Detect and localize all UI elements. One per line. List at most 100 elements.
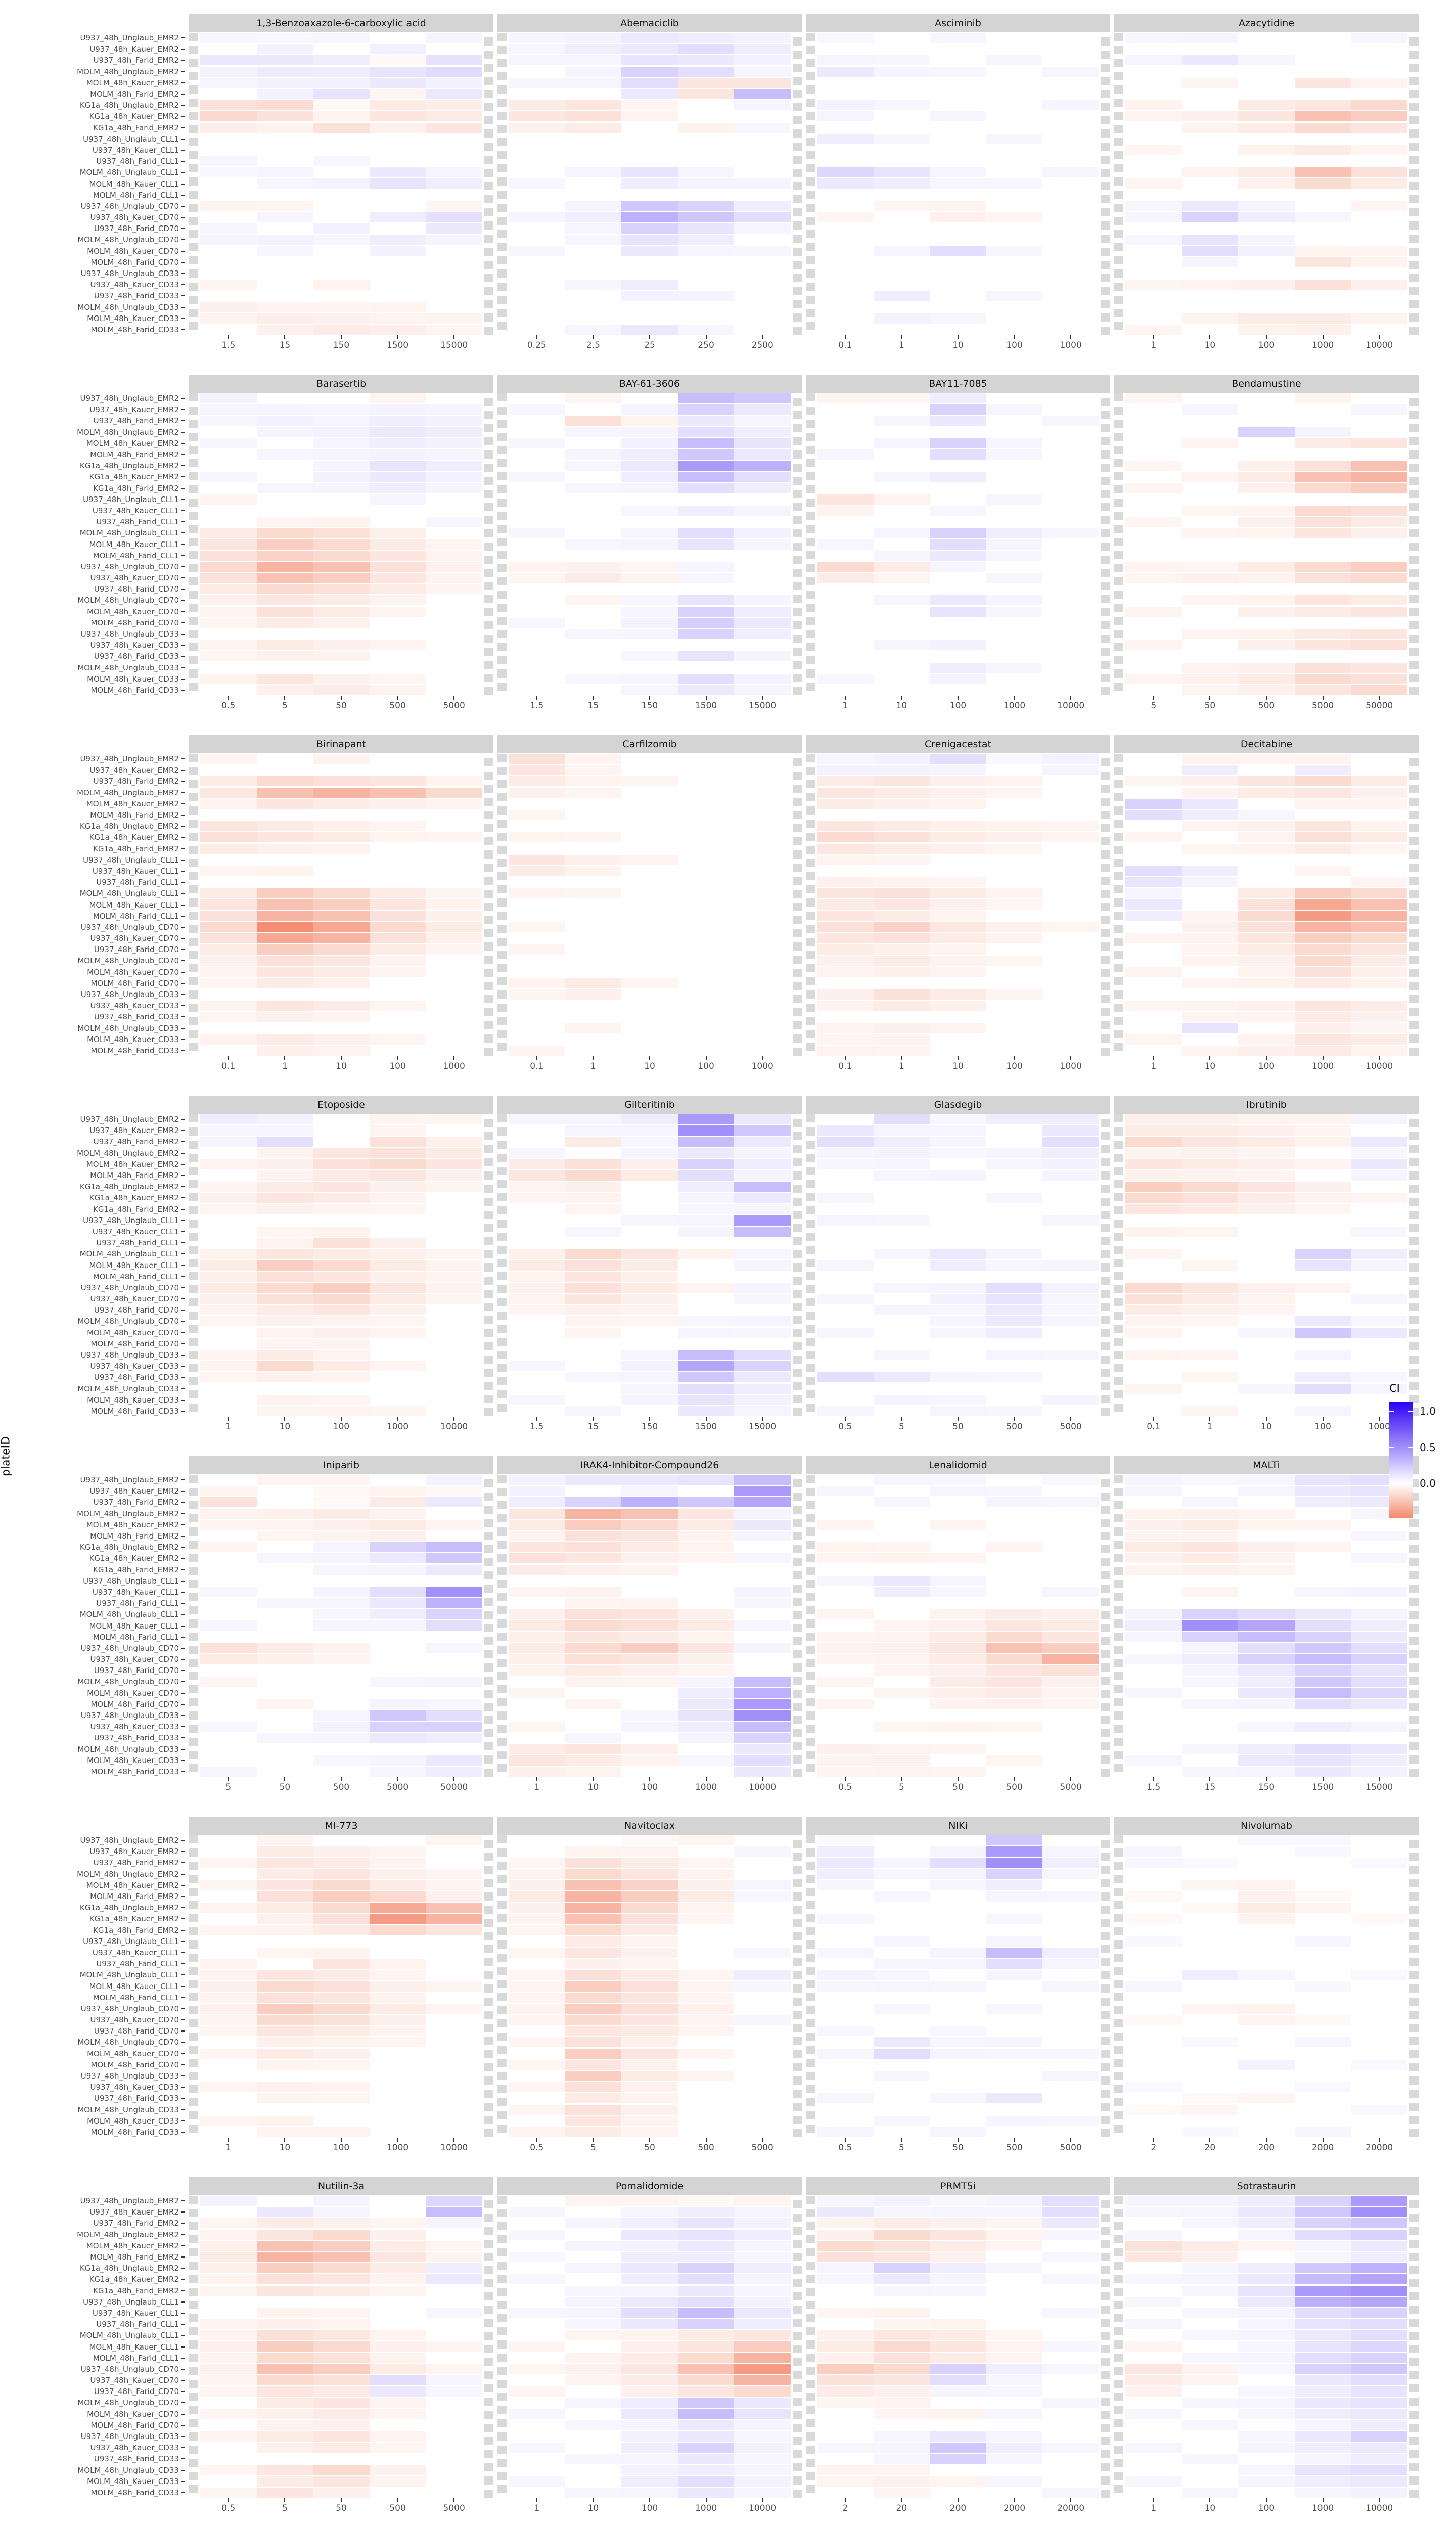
heatmap-cell: [621, 461, 678, 471]
heatmap-cell: [565, 1744, 622, 1754]
heatmap-cell: [677, 1327, 735, 1338]
heatmap-cell: [734, 922, 791, 932]
x-tick-label: 10: [587, 2503, 599, 2513]
x-tick-label: 0.5: [838, 1782, 852, 1792]
heatmap-cell: [509, 1338, 565, 1349]
heatmap-cell: [426, 967, 482, 977]
heatmap-cell: [1294, 461, 1351, 471]
heatmap-cell: [369, 190, 426, 200]
x-tick-label: 50: [1204, 701, 1216, 711]
x-tick-mark: [1014, 1777, 1015, 1781]
heatmap-cell: [873, 313, 930, 324]
x-tick: 200: [1238, 2138, 1295, 2153]
y-tick-mark: [181, 1851, 185, 1853]
heatmap-cell: [256, 2330, 313, 2341]
heatmap-cell: [1238, 416, 1295, 426]
heatmap-cell: [873, 1226, 930, 1237]
heatmap-cell: [1294, 2263, 1351, 2274]
heatmap-cell: [1181, 201, 1239, 211]
dashed-separator-right: [484, 1475, 493, 1777]
heatmap-cell: [1181, 821, 1239, 832]
heatmap-cell: [873, 888, 930, 899]
heatmap-cell: [313, 2127, 370, 2137]
heatmap-cell: [930, 2093, 986, 2104]
y-tick-label: KG1a_48h_Farid_EMR2: [0, 483, 185, 494]
heatmap-cell: [565, 539, 622, 550]
y-tick-label: MOLM_48h_Farid_EMR2: [0, 809, 185, 821]
heatmap-cell: [1181, 1519, 1239, 1530]
heatmap-cell: [734, 1553, 791, 1564]
x-tick: 50000: [426, 1777, 482, 1792]
x-tick-label: 100: [1314, 1422, 1331, 1432]
x-tick-label: 10: [952, 340, 964, 350]
heatmap-cell: [565, 1294, 622, 1304]
heatmap-cell: [200, 133, 257, 144]
heatmap-cell: [1351, 449, 1407, 460]
heatmap-cell: [1238, 66, 1295, 77]
x-tick: 100: [986, 1056, 1043, 1071]
y-tick-mark: [181, 217, 185, 218]
heatmap-cell: [734, 246, 791, 256]
heatmap-cell: [930, 866, 986, 876]
heatmap-cell: [256, 933, 313, 944]
heatmap-cell: [734, 1654, 791, 1665]
x-tick-mark: [397, 696, 398, 700]
heatmap-cell: [817, 122, 874, 133]
x-tick-mark: [228, 696, 229, 700]
heatmap-cell: [426, 866, 482, 876]
y-tick-mark: [181, 1896, 185, 1898]
heatmap-cell: [621, 651, 678, 662]
heatmap-cell: [734, 472, 791, 482]
heatmap-cell: [369, 1045, 426, 1056]
heatmap-cell: [369, 640, 426, 651]
heatmap-cell: [1181, 55, 1239, 66]
x-tick: 1500: [370, 335, 426, 350]
heatmap-cell: [1042, 44, 1099, 55]
heatmap-cell: [930, 1475, 986, 1485]
heatmap-cell: [986, 1530, 1043, 1542]
heatmap-cell: [509, 754, 565, 764]
heatmap-cell: [1351, 201, 1407, 211]
x-tick-label: 2: [842, 2503, 848, 2513]
heatmap-cell: [369, 1575, 426, 1586]
y-tick-mark: [181, 1681, 185, 1683]
heatmap-cell: [930, 100, 986, 111]
x-tick-label: 150: [641, 1422, 658, 1432]
heatmap-cell: [930, 2251, 986, 2263]
heatmap-cell: [930, 528, 986, 538]
heatmap-cell: [426, 854, 482, 865]
x-tick-label: 250: [698, 340, 714, 350]
heatmap-cell: [1238, 1925, 1295, 1935]
heatmap-cell: [1125, 449, 1182, 460]
heatmap-cell: [986, 313, 1043, 324]
heatmap-cell: [256, 617, 313, 628]
heatmap-cell: [1238, 1383, 1295, 1394]
heatmap-cell: [817, 1182, 874, 1192]
heatmap-cell: [1042, 2218, 1099, 2229]
heatmap-cell: [1351, 1338, 1407, 1349]
heatmap-cell: [1125, 989, 1182, 1000]
heatmap-cell: [426, 268, 482, 279]
y-tick-mark: [181, 105, 185, 106]
heatmap-cell: [1351, 302, 1407, 312]
heatmap-cell: [873, 1564, 930, 1575]
heatmap-cell: [930, 268, 986, 279]
heatmap-cell: [1042, 989, 1099, 1000]
heatmap-cell: [817, 44, 874, 55]
heatmap-cell: [817, 673, 874, 684]
heatmap-cell: [873, 1338, 930, 1349]
heatmap-cell: [1125, 1665, 1182, 1676]
y-tick-mark: [181, 2098, 185, 2099]
heatmap-cell: [1351, 2398, 1407, 2408]
y-tick-label: U937_48h_Kauer_CLL1: [0, 1947, 185, 1958]
heatmap-cell: [930, 787, 986, 798]
heatmap-cell: [734, 561, 791, 572]
heatmap-cell: [426, 133, 482, 144]
heatmap-cell: [565, 933, 622, 944]
heatmap-cell: [1294, 933, 1351, 944]
x-tick-mark: [957, 2138, 959, 2142]
heatmap-cell: [621, 2115, 678, 2126]
x-axis: 0.25 2.5 25 250 2500: [509, 335, 791, 350]
y-tick-label: MOLM_48h_Unglaub_EMR2: [0, 1148, 185, 1159]
x-tick-mark: [762, 1417, 763, 1421]
